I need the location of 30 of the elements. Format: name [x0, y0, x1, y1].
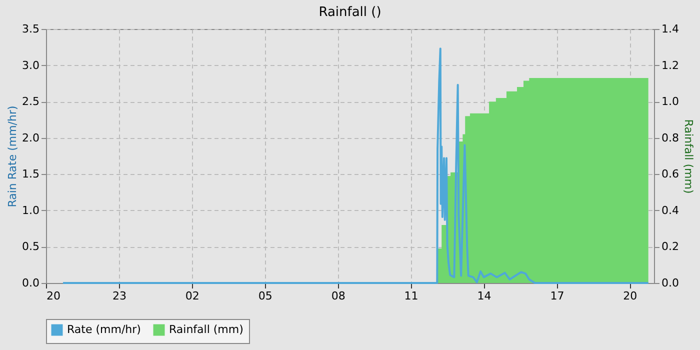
y2-tick-label: 1.4: [662, 22, 679, 36]
y2-tick-label: 0.0: [662, 276, 679, 290]
y-axis-title: Rain Rate (mm/hr): [6, 106, 20, 208]
y2-axis-title: Rainfall (mm): [682, 119, 695, 194]
chart-title: Rainfall (): [318, 5, 382, 20]
y2-tick-label: 1.0: [662, 95, 679, 108]
x-tick-label: 05: [258, 290, 272, 302]
x-tick-label: 08: [331, 290, 346, 302]
y2-tick-label: 0.6: [662, 168, 679, 181]
x-tick-label: 23: [112, 290, 126, 302]
y-tick-label: 3.5: [22, 22, 40, 36]
y2-tick-label: 0.8: [662, 131, 679, 144]
y2-tick-label: 1.2: [662, 58, 679, 72]
legend-label: Rainfall (mm): [169, 323, 244, 336]
y2-tick-label: 0.2: [662, 240, 679, 254]
y-tick-label: 0.5: [22, 240, 40, 254]
x-tick-label: 02: [185, 290, 200, 302]
y-tick-label: 1.0: [22, 204, 40, 217]
x-tick-label: 14: [477, 290, 492, 302]
x-tick-label: 17: [550, 290, 564, 302]
y2-tick-label: 0.4: [662, 204, 679, 217]
y-tick-label: 0.0: [22, 276, 40, 290]
legend-label: Rate (mm/hr): [67, 323, 141, 336]
y-tick-label: 1.5: [22, 168, 40, 181]
x-tick-label: 20: [623, 290, 638, 302]
y-tick-label: 3.0: [22, 58, 40, 72]
y-tick-label: 2.0: [22, 131, 40, 144]
x-tick-label: 11: [404, 290, 418, 302]
x-tick-label: 20: [46, 290, 60, 302]
y-tick-label: 2.5: [22, 95, 40, 108]
